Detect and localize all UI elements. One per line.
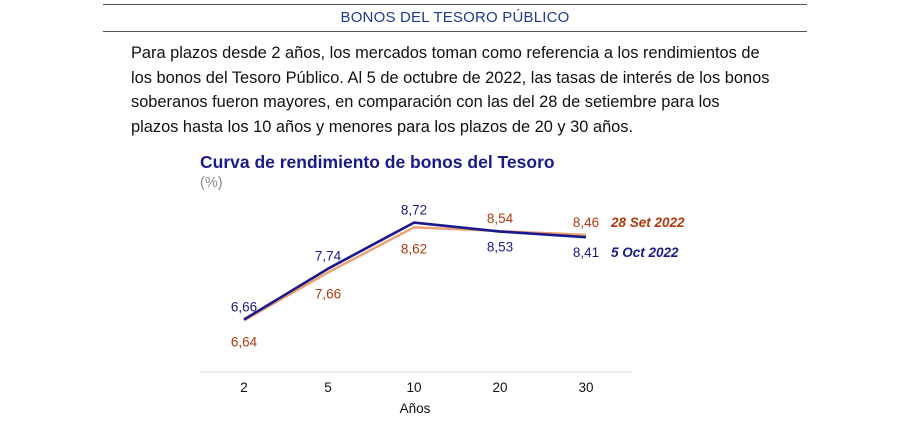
x-axis-title: Años [400, 401, 431, 416]
chart-unit: (%) [200, 175, 223, 191]
x-tick-label: 30 [578, 380, 593, 395]
data-label: 8,53 [487, 240, 513, 255]
title-underline [103, 31, 807, 32]
data-label: 8,72 [401, 203, 427, 218]
x-tick-label: 2 [240, 380, 248, 395]
x-tick-label: 5 [324, 380, 332, 395]
x-tick-label: 10 [406, 380, 421, 395]
data-label: 8,54 [487, 211, 514, 226]
paragraph-line: Para plazos desde 2 años, los mercados t… [131, 44, 760, 62]
data-label: 8,41 [573, 245, 599, 260]
paragraph-line: plazos hasta los 10 años y menores para … [131, 117, 634, 136]
paragraph-line: soberanos fueron mayores, en comparación… [131, 93, 720, 111]
summary-paragraph: Para plazos desde 2 años, los mercados t… [131, 41, 791, 139]
series-line [243, 221, 587, 321]
data-label: 7,74 [315, 249, 342, 264]
data-label: 8,46 [573, 215, 599, 230]
paragraph-line: los bonos del Tesoro Público. Al 5 de oc… [131, 68, 770, 87]
data-label: 8,62 [401, 241, 427, 256]
top-rule [103, 4, 807, 5]
data-label: 7,66 [315, 286, 341, 301]
series-legend-label: 5 Oct 2022 [611, 245, 679, 260]
series-legend-label: 28 Set 2022 [610, 215, 685, 230]
data-label: 6,64 [231, 334, 258, 349]
data-label: 6,66 [231, 300, 257, 315]
chart-title: Curva de rendimiento de bonos del Tesoro [200, 152, 555, 172]
x-tick-label: 20 [492, 380, 507, 395]
section-title: BONOS DEL TESORO PÚBLICO [340, 9, 570, 26]
